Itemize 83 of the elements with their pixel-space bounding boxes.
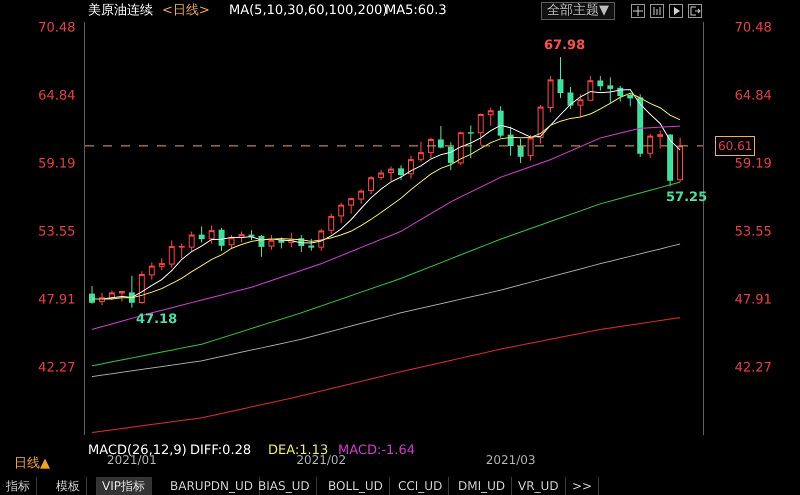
candlestick	[518, 138, 524, 164]
y-tick-label: 42.27	[38, 360, 76, 376]
y-tick-label: 59.19	[38, 156, 76, 172]
candlestick	[508, 126, 514, 156]
candlestick	[158, 258, 165, 271]
candlestick	[548, 76, 554, 113]
candlestick	[498, 106, 504, 138]
candlestick	[168, 240, 175, 268]
candlestick	[408, 155, 414, 180]
y2-tick-label: 64.84	[734, 88, 772, 104]
candlestick	[558, 56, 564, 98]
text: <日线>	[162, 3, 210, 19]
text: BOLL_UD	[322, 477, 390, 495]
y2-tick-label: 53.55	[734, 224, 772, 240]
candlestick	[627, 92, 634, 107]
candlestick	[597, 76, 604, 92]
candlestick	[328, 212, 334, 234]
candlestick	[188, 231, 195, 252]
candlestick	[418, 141, 424, 162]
text: VIP指标	[96, 477, 152, 495]
candlestick	[388, 166, 394, 182]
candlestick	[118, 290, 125, 302]
text: BARUPDN_UD	[170, 479, 254, 493]
annotation: 67.98	[544, 38, 586, 53]
text: DMI_UD	[452, 477, 512, 495]
candlestick	[248, 230, 254, 240]
candlestick	[268, 234, 274, 250]
text: 指标	[0, 477, 37, 495]
text: CCI_UD	[392, 477, 450, 495]
candlestick	[218, 227, 224, 252]
candlestick	[587, 76, 594, 101]
candlestick	[528, 134, 534, 161]
y-tick-label: 47.91	[38, 292, 76, 308]
candlestick	[398, 164, 404, 180]
candlestick	[448, 142, 454, 171]
candlestick	[647, 133, 654, 159]
text: 日线▲	[14, 456, 50, 472]
x-tick-label: 2021/03	[486, 453, 536, 467]
candlestick	[89, 286, 95, 304]
candlestick	[368, 176, 374, 195]
candlestick	[567, 86, 574, 110]
text: MA5:60.3	[385, 3, 447, 19]
candlestick	[148, 262, 155, 280]
candlestick	[538, 104, 544, 144]
text: VR_UD	[512, 477, 566, 495]
y2-tick-label: 70.48	[734, 20, 772, 36]
candlestick	[667, 133, 674, 187]
candlestick	[478, 113, 484, 146]
y-tick-label: 64.84	[38, 88, 76, 104]
text: 模板	[50, 477, 87, 495]
candlestick	[438, 126, 444, 149]
text: DIFF:0.28	[190, 443, 252, 459]
candlestick	[198, 226, 205, 243]
candlestick	[338, 202, 344, 224]
text: 全部主题▼	[541, 2, 615, 20]
candlestick	[308, 238, 314, 252]
candlestick	[178, 243, 185, 258]
y-tick-label: 70.48	[38, 20, 76, 36]
candlestick	[378, 170, 384, 180]
y2-tick-label: 59.19	[734, 156, 772, 172]
annotation: 57.25	[666, 190, 708, 206]
text: BIAS_UD	[252, 477, 317, 495]
y-tick-label: 53.55	[38, 224, 76, 240]
candlestick	[607, 76, 614, 104]
candlestick	[138, 270, 145, 304]
candlestick	[577, 94, 584, 118]
y2-tick-label: 47.91	[734, 292, 772, 308]
candlestick	[657, 130, 664, 149]
y2-tick-label: 42.27	[734, 360, 772, 376]
candlestick	[348, 197, 354, 214]
ref-line-label: 60.61	[718, 139, 752, 153]
candlestick	[488, 106, 494, 126]
candlestick	[677, 137, 684, 183]
text: MA(5,10,30,60,100,200)	[229, 3, 388, 19]
candlestick	[208, 224, 215, 244]
chart-title: 美原油连续	[88, 3, 153, 19]
candlestick	[228, 234, 234, 249]
candlestick	[358, 188, 364, 204]
line-series	[91, 244, 681, 378]
text: >>	[566, 477, 600, 495]
candlestick	[468, 125, 474, 159]
candlestick	[428, 137, 434, 159]
annotation: 47.18	[136, 312, 178, 327]
